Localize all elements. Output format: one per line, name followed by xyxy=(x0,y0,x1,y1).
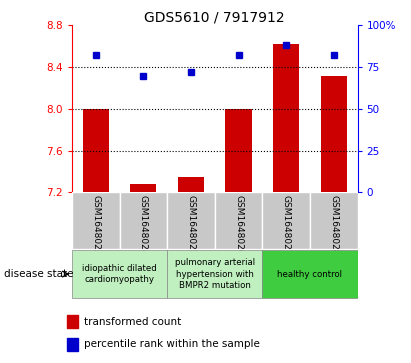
Bar xyxy=(67,315,79,329)
Bar xyxy=(226,109,252,192)
Bar xyxy=(273,44,299,192)
Text: GSM1648024: GSM1648024 xyxy=(139,195,148,256)
Text: percentile rank within the sample: percentile rank within the sample xyxy=(84,339,260,350)
Bar xyxy=(72,250,167,298)
Text: GSM1648027: GSM1648027 xyxy=(282,195,291,256)
Bar xyxy=(215,192,262,249)
Bar xyxy=(321,76,347,192)
Bar xyxy=(167,250,262,298)
Bar xyxy=(67,338,79,351)
Text: transformed count: transformed count xyxy=(84,317,182,327)
Text: GSM1648025: GSM1648025 xyxy=(187,195,196,256)
Bar xyxy=(83,109,109,192)
Bar xyxy=(167,192,215,249)
Bar xyxy=(178,177,204,192)
Bar xyxy=(120,192,167,249)
Bar xyxy=(262,192,310,249)
Text: pulmonary arterial
hypertension with
BMPR2 mutation: pulmonary arterial hypertension with BMP… xyxy=(175,258,255,290)
Bar xyxy=(130,184,157,192)
Bar xyxy=(72,192,120,249)
Bar xyxy=(262,250,358,298)
Text: disease state: disease state xyxy=(4,269,74,279)
Text: healthy control: healthy control xyxy=(277,270,342,278)
Text: GSM1648026: GSM1648026 xyxy=(234,195,243,256)
Title: GDS5610 / 7917912: GDS5610 / 7917912 xyxy=(144,10,285,24)
Text: GSM1648028: GSM1648028 xyxy=(329,195,338,256)
Text: idiopathic dilated
cardiomyopathy: idiopathic dilated cardiomyopathy xyxy=(82,264,157,284)
Bar xyxy=(310,192,358,249)
Text: GSM1648023: GSM1648023 xyxy=(91,195,100,256)
